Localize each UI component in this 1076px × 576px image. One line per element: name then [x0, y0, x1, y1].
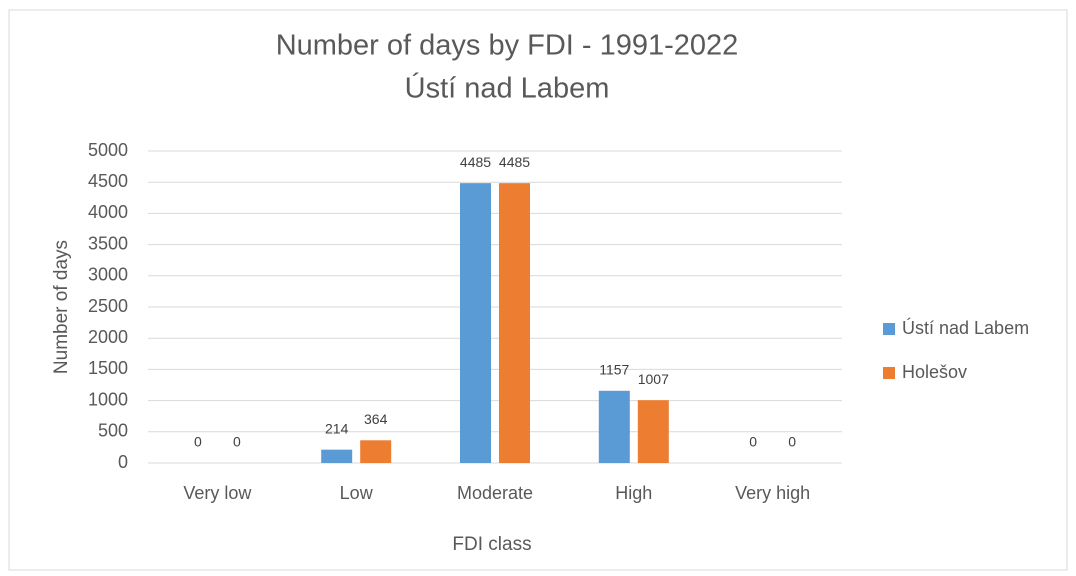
bar — [499, 183, 530, 464]
legend-label: Holešov — [902, 362, 967, 382]
y-tick-label: 2000 — [88, 327, 128, 347]
y-tick-label: 1500 — [88, 358, 128, 378]
value-label: 0 — [788, 434, 796, 450]
legend-label: Ústí nad Labem — [902, 317, 1029, 338]
x-tick-label: Very low — [183, 483, 252, 503]
legend-swatch — [883, 323, 895, 335]
value-label: 0 — [749, 434, 757, 450]
value-label: 214 — [325, 420, 349, 436]
value-label: 4485 — [460, 154, 491, 170]
x-tick-label: Low — [340, 483, 374, 503]
y-tick-label: 5000 — [88, 140, 128, 160]
y-tick-label: 3500 — [88, 233, 128, 253]
value-label: 0 — [233, 434, 241, 450]
y-tick-label: 4500 — [88, 171, 128, 191]
y-axis-label: Number of days — [51, 240, 72, 374]
value-label: 1157 — [599, 362, 629, 378]
chart-subtitle: Ústí nad Labem — [405, 72, 610, 105]
bar — [637, 400, 669, 463]
value-label: 1007 — [638, 371, 669, 387]
bar — [360, 440, 392, 463]
chart-border — [8, 9, 1068, 571]
bar — [460, 183, 491, 464]
chart-title: Number of days by FDI - 1991-2022 — [276, 30, 739, 62]
value-label: 4485 — [499, 154, 530, 170]
x-tick-label: Very high — [735, 483, 810, 503]
x-tick-label: High — [615, 483, 652, 503]
y-tick-label: 1000 — [88, 389, 128, 409]
x-axis-label: FDI class — [452, 534, 531, 555]
bar — [598, 390, 630, 463]
y-tick-label: 500 — [98, 421, 128, 441]
y-tick-label: 4000 — [88, 202, 128, 222]
y-tick-label: 0 — [118, 452, 128, 472]
y-tick-label: 3000 — [88, 265, 128, 285]
y-tick-label: 2500 — [88, 296, 128, 316]
bar — [321, 449, 353, 463]
x-tick-label: Moderate — [457, 483, 533, 503]
legend-swatch — [883, 367, 895, 379]
value-label: 0 — [194, 434, 202, 450]
value-label: 364 — [364, 411, 388, 427]
